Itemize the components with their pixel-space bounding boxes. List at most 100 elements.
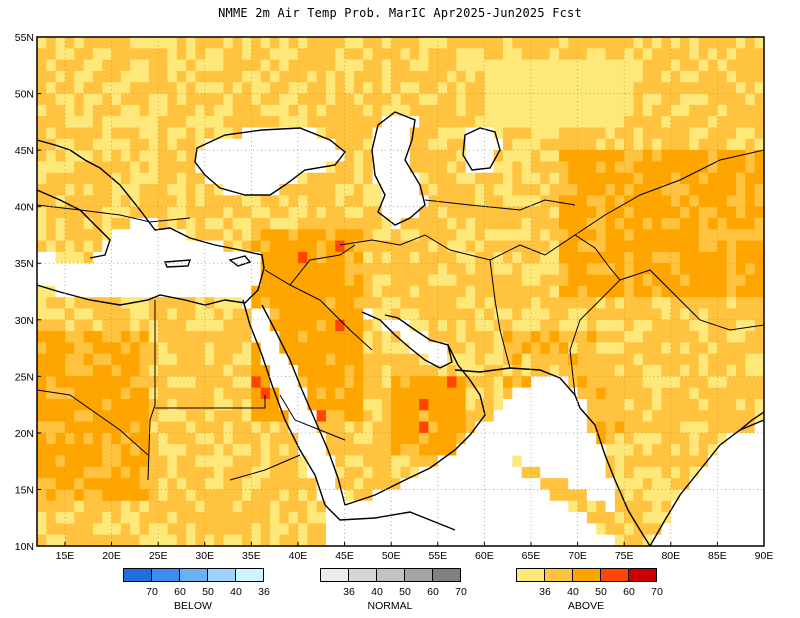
- lat-tick-label: 40N: [15, 202, 34, 214]
- probability-cell: [726, 285, 737, 298]
- probability-cell: [642, 387, 653, 400]
- probability-cell: [475, 466, 485, 479]
- probability-cell: [493, 37, 504, 49]
- probability-cell: [605, 206, 616, 219]
- probability-cell: [223, 150, 234, 163]
- probability-cell: [335, 240, 346, 253]
- probability-cell: [465, 489, 476, 502]
- probability-cell: [214, 70, 225, 83]
- probability-cell: [204, 127, 215, 140]
- probability-cell: [642, 184, 653, 196]
- probability-cell: [689, 376, 700, 389]
- probability-cell: [745, 263, 756, 276]
- probability-cell: [111, 523, 122, 536]
- probability-cell: [428, 138, 439, 151]
- probability-cell: [484, 466, 495, 479]
- probability-cell: [726, 523, 737, 536]
- legend-normal: 36 40 50 60 70 NORMAL: [320, 568, 467, 612]
- probability-cell: [344, 70, 355, 83]
- probability-cell: [148, 297, 159, 310]
- probability-cell: [689, 523, 700, 536]
- probability-cell: [736, 365, 746, 377]
- probability-cell: [689, 398, 700, 411]
- probability-cell: [139, 342, 150, 355]
- probability-cell: [307, 365, 318, 377]
- probability-cell: [353, 150, 364, 163]
- probability-cell: [74, 353, 85, 366]
- probability-cell: [447, 342, 458, 355]
- probability-cell: [64, 308, 75, 321]
- probability-cell: [596, 466, 607, 479]
- probability-cell: [475, 37, 485, 49]
- probability-cell: [158, 342, 169, 355]
- probability-cell: [55, 70, 66, 83]
- probability-cell: [754, 37, 764, 49]
- probability-cell: [708, 455, 718, 468]
- lat-tick-label: 30N: [15, 315, 34, 327]
- probability-cell: [605, 274, 616, 287]
- probability-cell: [55, 500, 66, 513]
- probability-cell: [736, 478, 746, 491]
- probability-cell: [493, 353, 504, 366]
- probability-cell: [736, 263, 746, 276]
- probability-cell: [120, 274, 131, 287]
- probability-cell: [102, 421, 113, 434]
- probability-cell: [55, 398, 66, 411]
- probability-cell: [74, 161, 85, 174]
- probability-cell: [176, 353, 187, 366]
- probability-cell: [419, 127, 430, 140]
- probability-cell: [232, 353, 243, 366]
- probability-cell: [521, 489, 532, 502]
- probability-cell: [624, 500, 635, 513]
- probability-cell: [726, 478, 737, 491]
- probability-cell: [568, 421, 579, 434]
- probability-cell: [503, 161, 513, 174]
- probability-cell: [195, 455, 206, 468]
- probability-cell: [307, 48, 318, 61]
- probability-cell: [456, 150, 467, 163]
- probability-cell: [465, 104, 476, 117]
- probability-cell: [512, 478, 523, 491]
- probability-cell: [400, 421, 411, 434]
- probability-cell: [139, 93, 150, 106]
- probability-cell: [316, 500, 327, 513]
- probability-cell: [437, 466, 448, 479]
- probability-cell: [689, 240, 700, 253]
- probability-cell: [102, 523, 113, 536]
- probability-cell: [214, 116, 225, 129]
- probability-cell: [493, 195, 504, 208]
- probability-cell: [111, 104, 122, 117]
- probability-cell: [652, 206, 663, 219]
- probability-cell: [381, 308, 392, 321]
- probability-cell: [55, 150, 66, 163]
- probability-cell: [363, 217, 374, 230]
- probability-cell: [689, 274, 700, 287]
- probability-cell: [568, 342, 579, 355]
- probability-cell: [568, 37, 579, 49]
- probability-cell: [530, 365, 541, 377]
- map-frame: [36, 36, 765, 547]
- probability-cell: [130, 263, 141, 276]
- probability-cell: [111, 229, 122, 242]
- probability-cell: [111, 116, 122, 129]
- probability-cell: [530, 104, 541, 117]
- probability-cell: [493, 466, 504, 479]
- probability-cell: [540, 523, 551, 536]
- probability-cell: [419, 466, 430, 479]
- probability-cell: [167, 229, 178, 242]
- probability-cell: [214, 523, 225, 536]
- probability-cell: [55, 82, 66, 95]
- probability-cell: [363, 421, 374, 434]
- probability-cell: [37, 444, 47, 457]
- probability-cell: [624, 432, 635, 445]
- probability-cell: [726, 353, 737, 366]
- probability-cell: [530, 48, 541, 61]
- probability-cell: [335, 512, 346, 524]
- probability-cell: [540, 82, 551, 95]
- probability-cell: [493, 398, 504, 411]
- probability-cell: [540, 398, 551, 411]
- probability-cell: [698, 285, 709, 298]
- probability-cell: [633, 229, 644, 242]
- probability-cell: [335, 523, 346, 536]
- probability-cell: [596, 104, 607, 117]
